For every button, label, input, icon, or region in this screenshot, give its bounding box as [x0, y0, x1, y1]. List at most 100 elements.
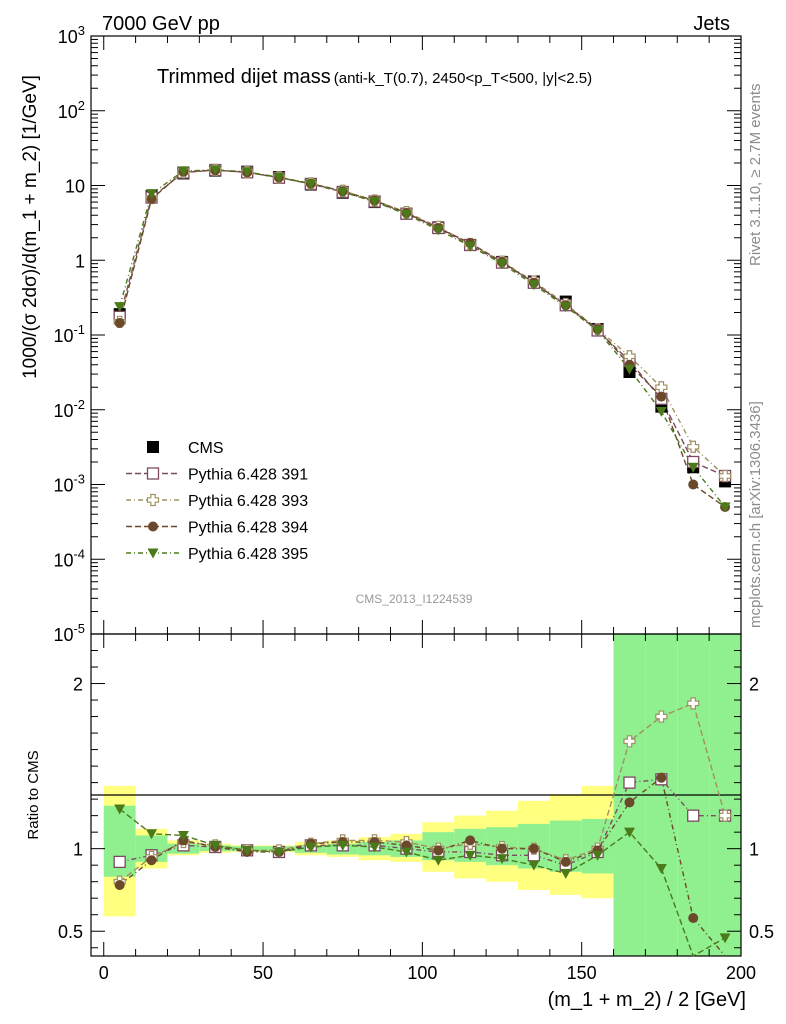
tick-label: 150 — [567, 963, 597, 983]
marker — [146, 829, 158, 840]
tick-label: 0 — [99, 963, 109, 983]
marker — [496, 259, 508, 270]
tick-label: 2 — [749, 675, 759, 695]
marker — [241, 167, 253, 178]
marker — [718, 469, 732, 483]
tick-label: 10-4 — [53, 546, 85, 570]
ratio-axes: 0 50 100 150 200 0.5 0.5 1 1 2 2 — [58, 634, 774, 983]
marker — [113, 855, 126, 869]
marker — [528, 280, 540, 291]
marker — [433, 845, 444, 856]
rivet-label: Rivet 3.1.10, ≥ 2.7M events — [747, 84, 764, 267]
tick-label: 200 — [726, 963, 756, 983]
marker — [655, 381, 668, 394]
tick-label: 0.5 — [749, 922, 774, 942]
main-y-axis-label: 1000/(σ 2dσ)/d(m_1 + m_2) [1/GeV] — [20, 75, 41, 379]
marker — [114, 879, 125, 890]
marker — [305, 842, 317, 853]
plot-title: Trimmed dijet mass (anti-k_T(0.7), 2450<p… — [157, 66, 592, 88]
tick-label: 0.5 — [58, 922, 83, 942]
legend-label: CMS — [188, 440, 224, 457]
ratio-series — [113, 697, 732, 958]
marker — [273, 847, 285, 858]
marker — [177, 166, 189, 177]
legend-label: Pythia 6.428 393 — [188, 493, 308, 510]
tick-label: 1 — [749, 840, 759, 860]
marker — [209, 840, 221, 851]
marker — [560, 868, 572, 879]
marker — [592, 850, 604, 861]
tick-label: 1 — [73, 840, 83, 860]
marker — [687, 697, 700, 710]
marker — [560, 856, 571, 867]
marker — [337, 840, 349, 851]
marker — [656, 391, 667, 402]
marker — [655, 863, 667, 874]
marker — [528, 843, 539, 854]
marker — [273, 172, 285, 183]
main-frame — [90, 35, 742, 635]
marker — [337, 187, 349, 198]
marker — [148, 521, 158, 532]
tick-label: 103 — [58, 23, 85, 47]
marker — [146, 189, 158, 200]
ratio-y-axis-label: Ratio to CMS — [25, 750, 42, 839]
marker — [623, 364, 635, 375]
marker — [465, 835, 476, 846]
header-right: Jets — [693, 13, 730, 35]
marker — [623, 735, 636, 748]
tick-label: 100 — [407, 963, 437, 983]
tick-label: 1 — [75, 251, 85, 271]
series-line — [119, 169, 726, 477]
marker — [305, 179, 317, 190]
marker — [400, 209, 412, 220]
tick-label: 10 — [65, 177, 85, 197]
tick-label: 102 — [58, 98, 85, 122]
marker — [432, 855, 444, 866]
tick-label: 10-5 — [53, 621, 85, 645]
marker — [369, 197, 381, 208]
marker — [369, 842, 381, 853]
x-axis-label: (m_1 + m_2) / 2 [GeV] — [548, 989, 746, 1011]
marker — [497, 843, 508, 854]
marker — [623, 776, 636, 789]
marker — [114, 302, 126, 313]
marker — [687, 440, 700, 453]
analysis-tag: CMS_2013_I1224539 — [356, 592, 473, 606]
marker — [464, 850, 476, 861]
main-series — [113, 163, 732, 513]
marker — [687, 462, 699, 473]
marker — [688, 913, 699, 924]
marker — [655, 710, 668, 723]
header-left: 7000 GeV pp — [102, 13, 220, 35]
marker — [688, 479, 699, 490]
tick-label: 2 — [73, 675, 83, 695]
marker — [146, 467, 160, 480]
marker — [719, 933, 731, 944]
marker — [687, 809, 700, 822]
marker — [656, 772, 667, 783]
plot-title-sub: (anti-k_T(0.7), 2450<p_T<500, |y|<2.5) — [334, 70, 592, 87]
main-axes: 10-5 10-4 10-3 10-2 10-1 1 10 102 103 — [53, 23, 742, 645]
marker — [146, 493, 160, 507]
marker — [209, 165, 221, 176]
tick-label: 10-1 — [53, 322, 85, 346]
marker — [496, 854, 508, 865]
legend-label: Pythia 6.428 391 — [188, 467, 308, 484]
legend: CMS Pythia 6.428 391 Pythia 6.428 393 Pythi… — [126, 440, 308, 563]
marker — [432, 225, 444, 236]
mcplots-label: mcplots.cern.ch [arXiv:1306.3436] — [747, 401, 764, 628]
marker — [400, 847, 412, 858]
marker — [718, 809, 732, 822]
marker — [560, 302, 572, 313]
marker — [623, 827, 635, 838]
marker — [147, 441, 159, 453]
marker — [719, 502, 731, 513]
ratio-series-line — [119, 808, 726, 958]
marker — [114, 317, 125, 328]
plot-title-main: Trimmed dijet mass — [157, 66, 331, 88]
marker — [528, 860, 540, 871]
legend-label: Pythia 6.428 395 — [188, 546, 308, 563]
series-line — [118, 169, 726, 477]
